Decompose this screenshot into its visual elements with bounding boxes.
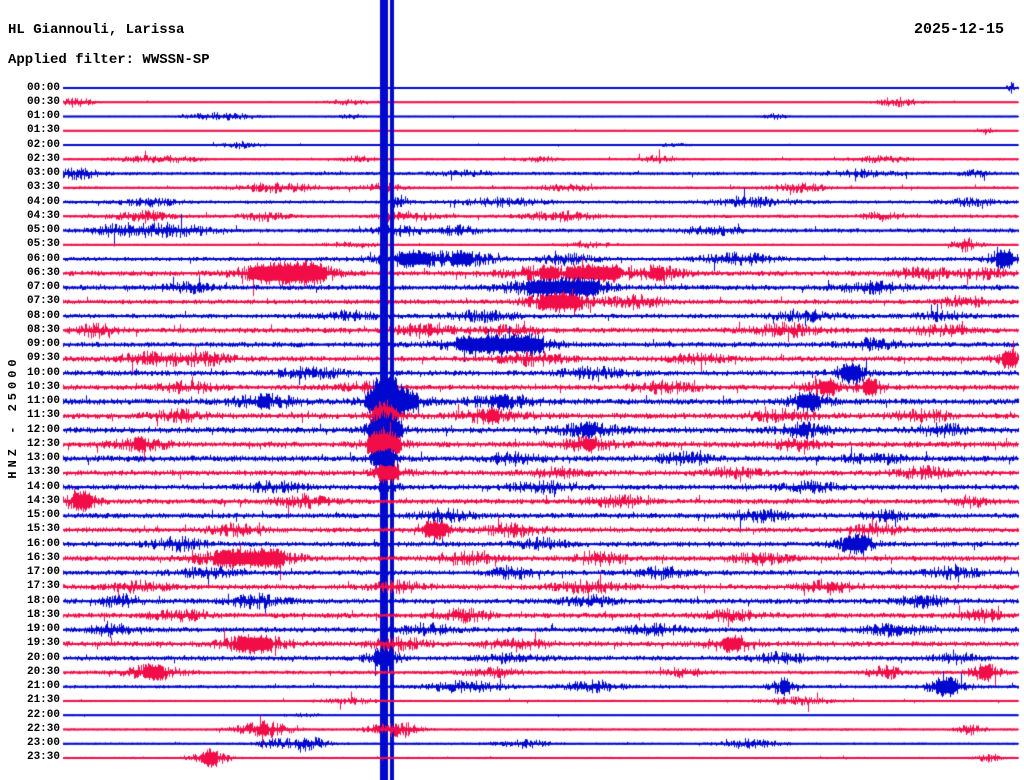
time-label: 22:30 [26, 722, 60, 735]
time-label: 11:30 [26, 409, 60, 422]
time-label: 18:00 [26, 594, 60, 607]
time-label: 23:30 [26, 751, 60, 764]
time-label: 02:00 [26, 138, 60, 151]
time-label: 18:30 [26, 608, 60, 621]
time-label: 22:00 [26, 708, 60, 721]
time-label: 07:30 [26, 295, 60, 308]
time-label: 12:00 [26, 423, 60, 436]
time-label: 14:00 [26, 480, 60, 493]
time-label: 17:00 [26, 566, 60, 579]
time-label: 21:00 [26, 680, 60, 693]
time-label: 10:00 [26, 366, 60, 379]
time-label: 12:30 [26, 437, 60, 450]
time-label: 23:00 [26, 737, 60, 750]
time-label: 15:00 [26, 509, 60, 522]
time-label: 00:00 [26, 81, 60, 94]
time-label: 11:00 [26, 395, 60, 408]
time-label: 03:00 [26, 167, 60, 180]
time-label: 17:30 [26, 580, 60, 593]
station-title: HL Giannouli, Larissa [8, 22, 185, 38]
time-label: 03:30 [26, 181, 60, 194]
time-label: 07:00 [26, 281, 60, 294]
time-label: 08:00 [26, 309, 60, 322]
time-label: 00:30 [26, 95, 60, 108]
time-label: 19:30 [26, 637, 60, 650]
time-label: 01:00 [26, 110, 60, 122]
time-label: 08:30 [26, 323, 60, 336]
time-label: 13:00 [26, 452, 60, 465]
time-label: 20:30 [26, 665, 60, 678]
time-label: 09:00 [26, 338, 60, 351]
time-label: 15:30 [26, 523, 60, 536]
time-label: 14:30 [26, 494, 60, 507]
time-label: 04:30 [26, 209, 60, 222]
time-axis-labels: 00:00 00:30 01:00 01:30 02:00 02:30 03:00 03:30… [0, 0, 61, 780]
time-label: 20:00 [26, 651, 60, 664]
time-label: 06:00 [26, 252, 60, 265]
time-label: 09:30 [26, 352, 60, 365]
time-label: 10:30 [26, 380, 60, 393]
time-label: 05:00 [26, 224, 60, 237]
time-label: 01:30 [26, 124, 60, 137]
time-label: 19:00 [26, 623, 60, 636]
time-label: 02:30 [26, 152, 60, 165]
time-label: 05:30 [26, 238, 60, 251]
time-label: 16:30 [26, 551, 60, 564]
time-label: 16:00 [26, 537, 60, 550]
time-label: 13:30 [26, 466, 60, 479]
applied-filter-label: Applied filter: WWSSN-SP [8, 52, 210, 68]
time-label: 21:30 [26, 694, 60, 707]
time-label: 06:30 [26, 266, 60, 279]
time-label: 04:00 [26, 195, 60, 208]
date-label: 2025-12-15 [914, 21, 1005, 38]
